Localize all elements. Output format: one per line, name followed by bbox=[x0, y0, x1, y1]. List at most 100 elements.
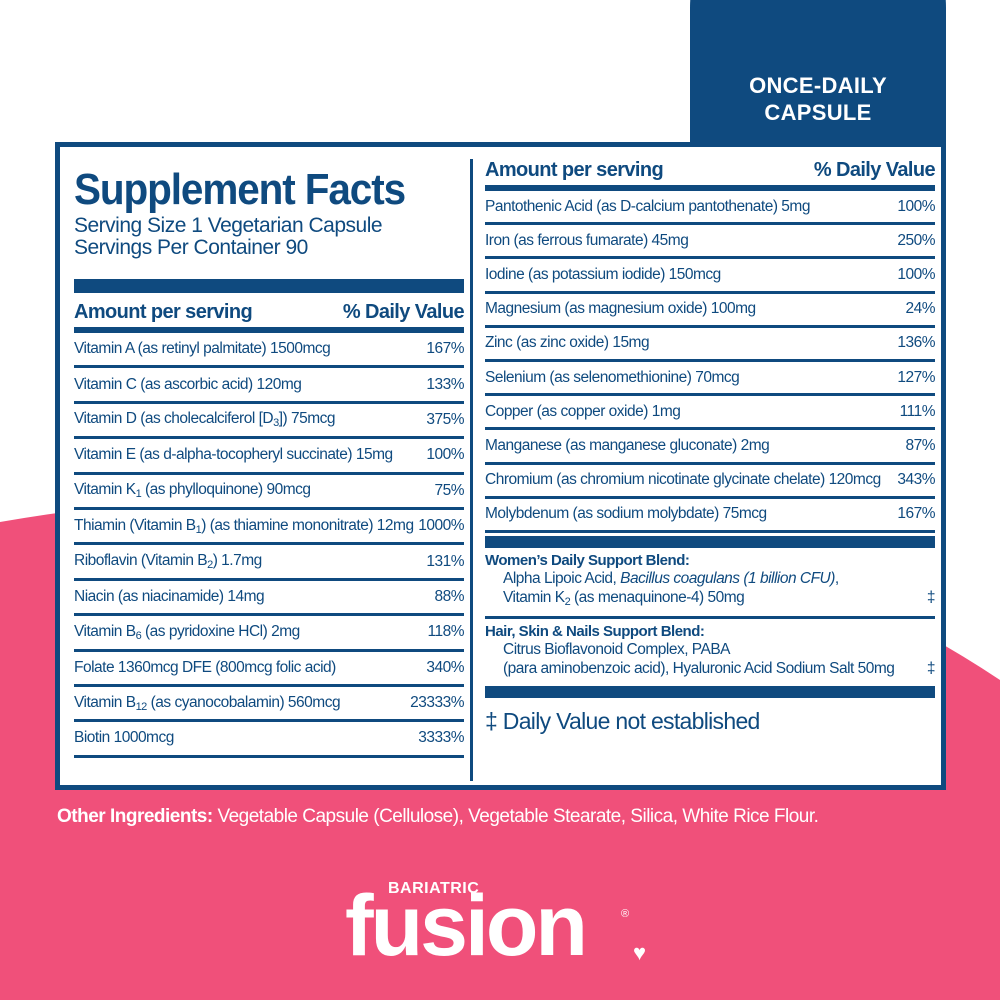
nutrient-name: Iodine (as potassium iodide) 150mcg bbox=[485, 265, 721, 283]
right-column: Amount per serving % Daily Value Pantothe… bbox=[485, 155, 936, 735]
nutrient-row: Folate 1360mcg DFE (800mcg folic acid) 34… bbox=[74, 652, 464, 687]
name-part: Folate 1360mcg DFE (800mcg folic acid) bbox=[74, 658, 336, 676]
nutrient-name: Vitamin D (as cholecalciferol [D3]) 75mc… bbox=[74, 410, 336, 430]
daily-value: 100% bbox=[897, 197, 935, 215]
daily-value: 75% bbox=[434, 481, 464, 499]
nutrient-row: Vitamin D (as cholecalciferol [D3]) 75mc… bbox=[74, 404, 464, 440]
daily-value: 343% bbox=[897, 471, 935, 489]
italic-text: Bacillus coagulans (1 billion CFU) bbox=[620, 569, 835, 587]
name-part: Vitamin B bbox=[74, 693, 136, 711]
blend-title: Women’s Daily Support Blend: bbox=[485, 551, 690, 569]
blend-section: Hair, Skin & Nails Support Blend: Citrus … bbox=[485, 619, 936, 682]
supplement-facts-panel: Supplement Facts Serving Size 1 Vegetari… bbox=[55, 142, 946, 790]
blend-text: Alpha Lipoic Acid, Bacillus coagulans (1… bbox=[503, 569, 839, 588]
name-part: Vitamin C (as ascorbic acid) 120mg bbox=[74, 375, 302, 393]
thick-bar bbox=[485, 685, 935, 698]
daily-value: 133% bbox=[426, 375, 464, 393]
other-ingredients: Other Ingredients: Vegetable Capsule (Ce… bbox=[57, 806, 819, 828]
daily-value: 136% bbox=[897, 334, 935, 352]
name-part: Vitamin A (as retinyl palmitate) 1500mcg bbox=[74, 340, 331, 358]
dv-header: % Daily Value bbox=[342, 301, 465, 323]
blend-section: Women’s Daily Support Blend: Alpha Lipoic… bbox=[485, 548, 936, 619]
badge-line1: ONCE-DAILY bbox=[749, 73, 887, 98]
thick-bar bbox=[485, 535, 935, 548]
subscript: 6 bbox=[135, 629, 142, 642]
badge-line2: CAPSULE bbox=[764, 100, 872, 125]
nutrient-row: Manganese (as manganese gluconate) 2mg 87… bbox=[485, 430, 935, 465]
name-part: ) 1.7mg bbox=[212, 552, 263, 570]
nutrient-row: Vitamin A (as retinyl palmitate) 1500mcg… bbox=[74, 333, 464, 369]
blend-line: Vitamin K2 (as menaquinone-4) 50mg ‡ bbox=[485, 588, 936, 612]
once-daily-badge bbox=[690, 0, 946, 142]
nutrient-row: Thiamin (Vitamin B1) (as thiamine mononi… bbox=[74, 510, 464, 546]
column-divider bbox=[470, 159, 473, 781]
daily-value: 250% bbox=[897, 231, 935, 249]
nutrient-name: Vitamin C (as ascorbic acid) 120mg bbox=[74, 375, 302, 394]
name-part: Vitamin D (as cholecalciferol [D bbox=[74, 410, 274, 428]
nutrient-row: Chromium (as chromium nicotinate glycina… bbox=[485, 465, 935, 499]
name-part: (as pyridoxine HCl) 2mg bbox=[141, 622, 300, 640]
nutrient-name: Manganese (as manganese gluconate) 2mg bbox=[485, 436, 770, 454]
daily-value: 127% bbox=[897, 368, 935, 386]
nutrient-row: Niacin (as niacinamide) 14mg 88% bbox=[74, 581, 464, 617]
amount-header: Amount per serving bbox=[485, 159, 664, 181]
subscript: 2 bbox=[564, 595, 571, 608]
nutrient-row: Molybdenum (as sodium molybdate) 75mcg 16… bbox=[485, 499, 935, 533]
blend-line: Citrus Bioflavonoid Complex, PABA bbox=[485, 640, 935, 659]
subscript: 1 bbox=[135, 488, 142, 501]
nutrient-name: Riboflavin (Vitamin B2) 1.7mg bbox=[74, 552, 262, 571]
nutrient-name: Selenium (as selenomethionine) 70mcg bbox=[485, 368, 740, 386]
brand-logo: fusion BARIATRIC ® ♥ bbox=[345, 878, 665, 980]
nutrient-name: Iron (as ferrous fumarate) 45mg bbox=[485, 231, 689, 249]
heart-icon: ♥ bbox=[633, 940, 647, 965]
nutrient-name: Thiamin (Vitamin B1) (as thiamine mononi… bbox=[74, 517, 414, 536]
daily-value: 100% bbox=[426, 446, 464, 464]
daily-value: 23333% bbox=[410, 694, 464, 712]
nutrient-name: Vitamin E (as d-alpha-tocopheryl succina… bbox=[74, 446, 393, 464]
logo-bariatric: BARIATRIC bbox=[388, 880, 480, 897]
nutrient-name: Biotin 1000mcg bbox=[74, 729, 174, 747]
nutrient-row: Zinc (as zinc oxide) 15mg 136% bbox=[485, 328, 935, 362]
daily-value: 87% bbox=[905, 436, 935, 454]
blend-line: Alpha Lipoic Acid, Bacillus coagulans (1… bbox=[485, 569, 935, 588]
subscript: 2 bbox=[207, 559, 213, 572]
nutrient-row: Iron (as ferrous fumarate) 45mg 250% bbox=[485, 225, 935, 260]
blend-text: Citrus Bioflavonoid Complex, PABA bbox=[503, 640, 731, 659]
nutrient-row: Iodine (as potassium iodide) 150mcg 100% bbox=[485, 259, 935, 294]
nutrient-name: Zinc (as zinc oxide) 15mg bbox=[485, 334, 650, 352]
nutrient-row: Vitamin B12 (as cyanocobalamin) 560mcg 23… bbox=[74, 687, 464, 723]
nutrient-name: Vitamin A (as retinyl palmitate) 1500mcg bbox=[74, 340, 331, 358]
nutrient-name: Chromium (as chromium nicotinate glycina… bbox=[485, 471, 881, 489]
name-part: Vitamin E (as d-alpha-tocopheryl succina… bbox=[74, 446, 393, 464]
nutrient-row: Magnesium (as magnesium oxide) 100mg 24% bbox=[485, 294, 935, 328]
blend-line: (para aminobenzoic acid), Hyaluronic Aci… bbox=[485, 659, 936, 678]
badge-text: ONCE-DAILY CAPSULE bbox=[690, 72, 946, 126]
name-part: Vitamin B bbox=[74, 622, 136, 640]
registered-mark: ® bbox=[621, 908, 630, 920]
nutrient-row: Selenium (as selenomethionine) 70mcg 127% bbox=[485, 362, 935, 397]
daily-value: 167% bbox=[426, 340, 464, 358]
daily-value: 375% bbox=[426, 410, 464, 428]
blend-title: Hair, Skin & Nails Support Blend: bbox=[485, 622, 705, 640]
name-part: (as phylloquinone) 90mcg bbox=[141, 481, 311, 499]
nutrient-name: Pantothenic Acid (as D-calcium pantothen… bbox=[485, 197, 810, 215]
nutrient-name: Magnesium (as magnesium oxide) 100mg bbox=[485, 300, 756, 318]
left-column: Supplement Facts Serving Size 1 Vegetari… bbox=[74, 147, 465, 758]
nutrient-name: Vitamin B12 (as cyanocobalamin) 560mcg bbox=[74, 693, 341, 713]
nutrient-name: Vitamin K1 (as phylloquinone) 90mcg bbox=[74, 481, 311, 500]
subscript: 12 bbox=[135, 700, 148, 713]
daily-value: 111% bbox=[899, 402, 936, 420]
thick-bar bbox=[74, 279, 464, 293]
nutrient-row: Vitamin E (as d-alpha-tocopheryl succina… bbox=[74, 439, 464, 475]
header-row: Amount per serving % Daily Value bbox=[74, 297, 465, 333]
daily-value: 1000% bbox=[418, 517, 464, 535]
daily-value: 167% bbox=[897, 505, 935, 523]
nutrient-row: Vitamin K1 (as phylloquinone) 90mcg 75% bbox=[74, 475, 464, 510]
nutrient-row: Biotin 1000mcg 3333% bbox=[74, 722, 464, 758]
name-part: Niacin (as niacinamide) 14mg bbox=[74, 587, 265, 605]
daily-value: 131% bbox=[426, 552, 464, 570]
subscript: 3 bbox=[273, 417, 279, 430]
nutrient-row: Copper (as copper oxide) 1mg 111% bbox=[485, 396, 936, 431]
nutrient-row: Vitamin C (as ascorbic acid) 120mg 133% bbox=[74, 368, 464, 404]
text: Citrus Bioflavonoid Complex, PABA bbox=[503, 640, 731, 658]
